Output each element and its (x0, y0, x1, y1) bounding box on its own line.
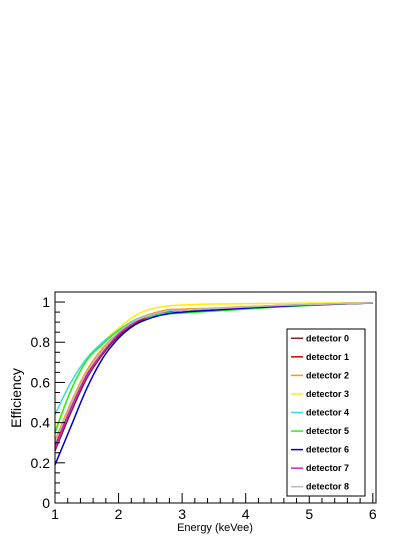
legend-entry: detector 4 (306, 408, 349, 418)
legend-entry: detector 5 (306, 426, 349, 436)
x-tick-label: 1 (51, 506, 59, 522)
legend-entry: detector 8 (306, 482, 349, 492)
x-tick-label: 6 (369, 506, 377, 522)
y-tick-label: 0.8 (31, 334, 51, 350)
y-tick-label: 1 (42, 294, 50, 310)
legend-entry: detector 2 (306, 370, 349, 380)
legend-entry: detector 3 (306, 389, 349, 399)
x-tick-label: 5 (305, 506, 313, 522)
series-lines (54, 301, 373, 466)
legend-entry: detector 6 (306, 445, 349, 455)
legend-entry: detector 1 (306, 352, 349, 362)
y-tick-label: 0.2 (31, 455, 51, 471)
y-tick-label: 0 (42, 495, 50, 511)
axis-ticks (54, 301, 374, 504)
x-axis-label: Energy (keVee) (177, 522, 253, 534)
y-tick-label: 0.6 (31, 374, 51, 390)
x-tick-label: 4 (242, 506, 250, 522)
axis-tick-labels: 1 2 3 4 5 6 0 0.2 0.4 0.6 0.8 1 (31, 294, 377, 522)
legend: detector 0 detector 1 detector 2 detector 3… (286, 328, 366, 497)
legend-entry: detector 0 (306, 333, 349, 343)
x-tick-label: 2 (115, 506, 123, 522)
series-line-8 (54, 302, 373, 443)
plot-frame (54, 291, 377, 504)
legend-entry: detector 7 (306, 463, 349, 473)
y-tick-label: 0.4 (31, 415, 51, 431)
x-tick-label: 3 (178, 506, 186, 522)
y-axis-label: Efficiency (8, 368, 24, 428)
